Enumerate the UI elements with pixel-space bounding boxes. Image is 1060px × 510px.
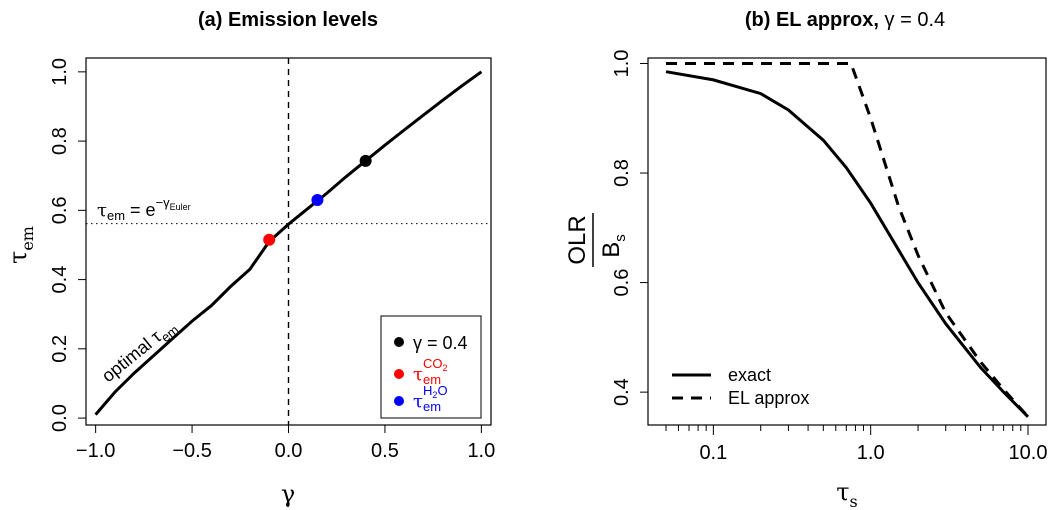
panel-a-x-tick-label: −1.0 <box>76 440 115 462</box>
panel-a-x-tick-label: 0.5 <box>371 440 399 462</box>
panel-a-y-tick-label: 1.0 <box>49 58 71 86</box>
panel-b-y-tick-label: 1.0 <box>611 50 633 78</box>
panel-b-x-ticks: 0.1 1.0 10.0 <box>665 425 1048 464</box>
panel-b-y-tick-label: 0.4 <box>611 378 633 406</box>
legend-item-tau-h2o: τemH2O <box>394 383 448 414</box>
panel-b-el-approx-line <box>666 62 1030 418</box>
panel-b-exact-line <box>665 70 1030 418</box>
legend-item-gamma: γ = 0.4 <box>394 333 468 353</box>
panel-b-plot-frame <box>647 57 1047 426</box>
panel-b-y-tick-label: 0.6 <box>611 269 633 297</box>
panel-a-legend: γ = 0.4 τemCO2 τemH2O <box>380 315 482 419</box>
panel-b-legend: exact EL approx <box>672 365 809 408</box>
panel-a-y-tick-label: 0.0 <box>49 404 71 432</box>
panel-a-x-tick-label: −0.5 <box>172 440 211 462</box>
panel-b-y-tick-label: 0.8 <box>611 159 633 187</box>
panel-b-el-approx: (b) EL approx, γ = 0.4 0.1 1.0 10.0 0.4 0.6… <box>564 9 1047 510</box>
panel-b-x-tick-label: 0.1 <box>699 442 727 464</box>
panel-b-x-axis-label: τs <box>836 478 858 510</box>
panel-b-y-axis-label: OLR Bs <box>564 213 629 267</box>
panel-b-title: (b) EL approx, γ = 0.4 <box>745 9 945 31</box>
legend-marker-blue <box>394 396 404 406</box>
panel-a-x-ticks: −1.0 −0.5 0.0 0.5 1.0 <box>76 425 495 462</box>
panel-a-x-tick-label: 1.0 <box>467 440 495 462</box>
legend-item-tau-co2: τemCO2 <box>394 356 448 387</box>
panel-a-y-ticks: 0.0 0.2 0.4 0.6 0.8 1.0 <box>49 58 86 432</box>
panel-a-optimal-tau-curve <box>94 70 483 416</box>
panel-a-curve-label: optimal τem <box>98 315 182 389</box>
panel-a-hline-label: τem = e−γEuler <box>97 195 191 223</box>
panel-a-point-1 <box>311 193 324 206</box>
legend-marker-black <box>394 337 404 347</box>
legend-label-tau-co2: τemCO2 <box>413 356 448 387</box>
panel-b-x-tick-label: 10.0 <box>1009 442 1048 464</box>
panel-a-y-tick-label: 0.6 <box>49 196 71 224</box>
panel-a-y-tick-label: 0.4 <box>49 266 71 294</box>
legend-label-el-approx: EL approx <box>728 388 809 408</box>
legend-label-gamma: γ = 0.4 <box>413 333 468 353</box>
panel-a-point-2 <box>359 154 372 167</box>
y-label-numerator: OLR <box>564 215 591 264</box>
panel-b-x-tick-label: 1.0 <box>857 442 885 464</box>
panel-a-title: (a) Emission levels <box>198 9 378 31</box>
panel-a-y-axis-label: τem <box>4 226 37 264</box>
panel-a-y-tick-label: 0.8 <box>49 127 71 155</box>
panel-a-highlight-points <box>263 154 372 246</box>
panel-a-point-0 <box>263 233 276 246</box>
panel-a-x-tick-label: 0.0 <box>275 440 303 462</box>
legend-label-exact: exact <box>728 365 771 385</box>
y-label-denominator: Bs <box>598 234 629 258</box>
panel-a-x-axis-label: γ <box>281 480 295 508</box>
panel-b-y-ticks: 0.4 0.6 0.8 1.0 <box>611 50 648 406</box>
panel-a-emission-levels: (a) Emission levels −1.0 −0.5 0.0 0.5 1.0 0.… <box>4 9 495 508</box>
legend-label-tau-h2o: τemH2O <box>413 383 448 414</box>
legend-marker-red <box>394 369 404 379</box>
panel-a-y-tick-label: 0.2 <box>49 335 71 363</box>
